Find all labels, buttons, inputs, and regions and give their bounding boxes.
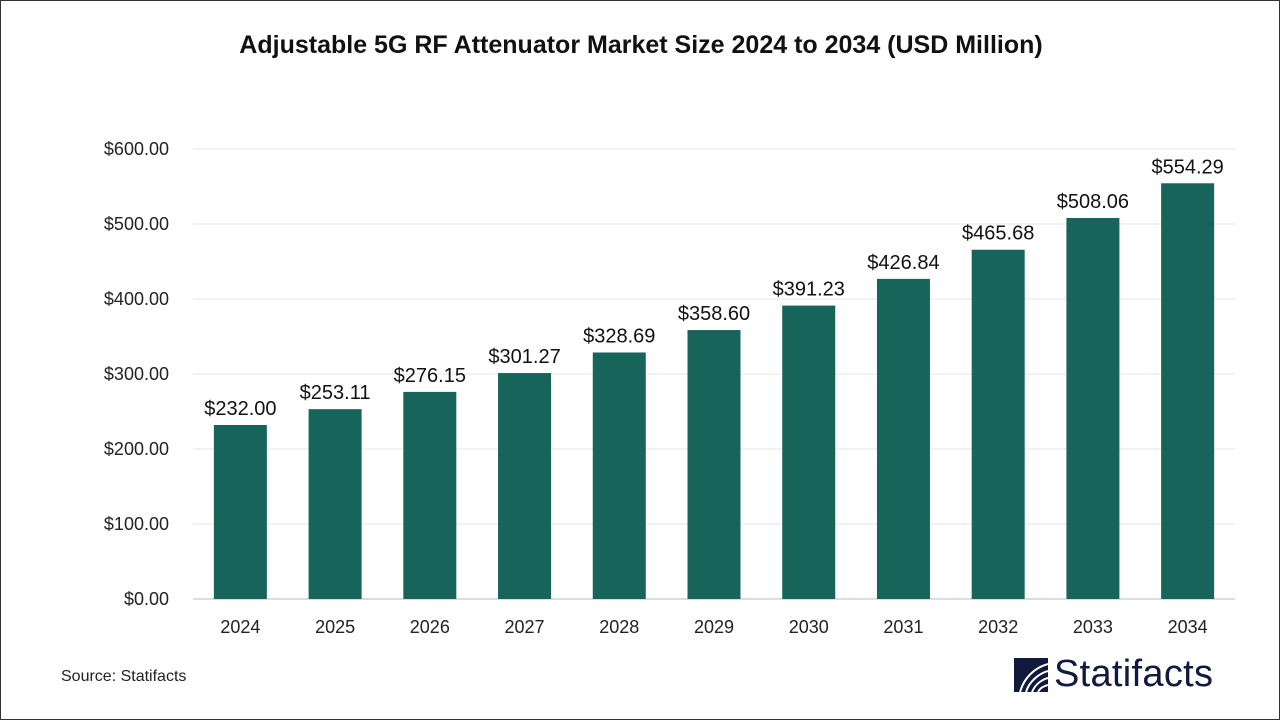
bar-2024: [213, 425, 267, 599]
bar-2025: [308, 409, 362, 599]
x-tick-label: 2032: [978, 617, 1018, 637]
bar-2026: [403, 391, 457, 599]
bar-2034: [1161, 183, 1215, 599]
bar-2029: [687, 330, 741, 599]
x-tick-label: 2025: [315, 617, 355, 637]
data-label: $328.69: [583, 325, 655, 347]
source-note: Source: Statifacts: [61, 668, 187, 685]
y-tick-label: $100.00: [104, 514, 169, 534]
bar-2027: [498, 373, 552, 599]
x-tick-label: 2034: [1168, 617, 1208, 637]
bar-2031: [876, 278, 930, 599]
x-tick-label: 2027: [505, 617, 545, 637]
x-tick-label: 2029: [694, 617, 734, 637]
y-tick-label: $0.00: [124, 589, 169, 609]
statifacts-logo: Statifacts: [1014, 653, 1213, 696]
bar-2032: [971, 249, 1025, 600]
data-label: $426.84: [867, 252, 939, 274]
data-label: $358.60: [678, 303, 750, 325]
bar-2028: [592, 352, 646, 599]
chart-title: Adjustable 5G RF Attenuator Market Size …: [239, 31, 1043, 59]
bar-2030: [782, 305, 836, 599]
x-tick-label: 2024: [220, 617, 260, 637]
x-tick-label: 2030: [789, 617, 829, 637]
x-tick-label: 2026: [410, 617, 450, 637]
x-tick-label: 2028: [599, 617, 639, 637]
y-tick-label: $300.00: [104, 364, 169, 384]
y-tick-label: $600.00: [104, 139, 169, 159]
data-label: $554.29: [1151, 156, 1223, 178]
x-tick-label: 2031: [883, 617, 923, 637]
data-label: $253.11: [300, 382, 371, 404]
data-label: $391.23: [773, 279, 845, 301]
bar-2033: [1066, 217, 1120, 599]
data-label: $301.27: [488, 346, 560, 368]
y-tick-label: $500.00: [104, 214, 169, 234]
data-label: $232.00: [204, 398, 276, 420]
statifacts-logo-icon: [1014, 657, 1048, 692]
y-tick-label: $400.00: [104, 289, 169, 309]
data-label: $508.06: [1057, 191, 1129, 213]
data-label: $276.15: [394, 365, 466, 387]
y-tick-label: $200.00: [104, 439, 169, 459]
data-label: $465.68: [962, 223, 1034, 245]
logo-text: Statifacts: [1054, 653, 1214, 695]
x-tick-label: 2033: [1073, 617, 1113, 637]
